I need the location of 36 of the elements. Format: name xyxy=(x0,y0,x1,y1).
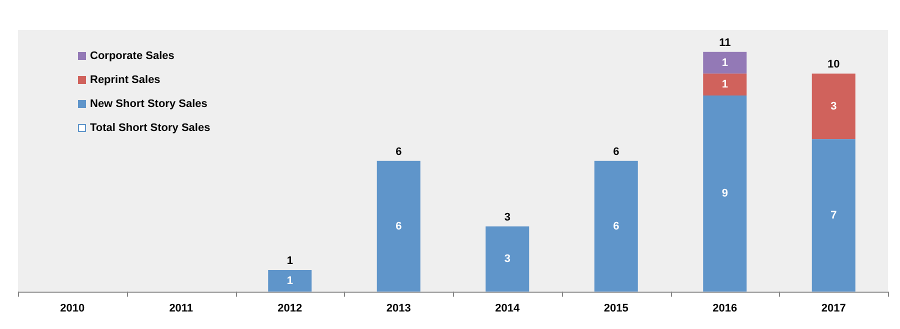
total-label: 3 xyxy=(504,211,510,224)
x-tick-label: 2011 xyxy=(169,302,194,314)
bar xyxy=(486,226,530,292)
bar xyxy=(703,52,747,74)
total-label: 10 xyxy=(828,58,840,71)
bar xyxy=(268,270,312,292)
bar xyxy=(376,160,420,292)
x-tick-label: 2014 xyxy=(495,302,520,314)
bar xyxy=(703,95,747,292)
data-label: 1 xyxy=(722,78,728,91)
data-label: 1 xyxy=(286,274,293,287)
data-label: 3 xyxy=(830,100,837,112)
data-label: 6 xyxy=(613,220,620,232)
x-tick-label: 2010 xyxy=(60,302,85,314)
x-tick-label: 2015 xyxy=(604,302,628,314)
bar xyxy=(594,160,638,292)
data-label: 3 xyxy=(504,253,510,266)
data-label: 1 xyxy=(722,56,728,69)
data-label: 7 xyxy=(830,209,837,222)
total-label: 1 xyxy=(286,255,293,268)
total-label: 6 xyxy=(613,146,620,158)
data-label: 6 xyxy=(396,220,402,232)
legend-label: Reprint Sales xyxy=(90,74,160,86)
bar xyxy=(812,74,856,140)
total-label: 6 xyxy=(396,146,402,158)
x-tick-label: 2013 xyxy=(386,302,411,314)
legend-label: New Short Story Sales xyxy=(90,98,208,110)
bar xyxy=(703,74,747,96)
legend-label: Total Short Story Sales xyxy=(90,122,210,134)
bar xyxy=(812,139,856,292)
total-label: 11 xyxy=(719,36,731,49)
x-tick-label: 2016 xyxy=(712,302,738,314)
data-label: 9 xyxy=(722,188,728,200)
x-tick-label: 2012 xyxy=(278,302,302,314)
x-tick-label: 2017 xyxy=(821,302,846,314)
legend-label: Corporate Sales xyxy=(90,50,174,62)
